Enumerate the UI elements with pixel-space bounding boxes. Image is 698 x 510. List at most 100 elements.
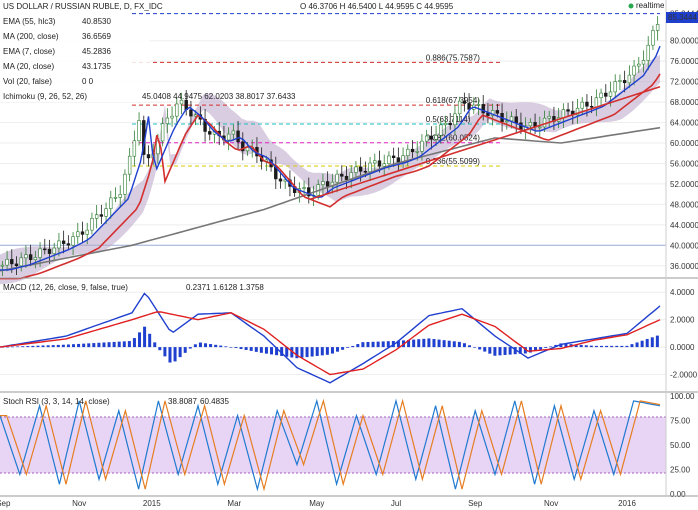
macd-histogram-bar: [31, 345, 35, 348]
ohlc-readout: O 46.3706 H 46.5400 L 44.9595 C 44.9595: [300, 2, 454, 11]
macd-histogram-bar: [346, 347, 350, 348]
macd-histogram-bar: [605, 345, 609, 348]
macd-histogram-bar: [41, 345, 45, 348]
ma20-line: [0, 45, 661, 271]
candle-body: [94, 214, 99, 219]
macd-histogram-bar: [112, 341, 116, 348]
candle-body: [66, 243, 71, 246]
macd-histogram-bar: [645, 339, 649, 348]
macd-histogram-bar: [209, 344, 213, 348]
candle-body: [85, 229, 89, 235]
macd-tick-label: 2.0000: [670, 316, 695, 325]
time-tick-label: Nov: [72, 499, 86, 508]
candle-body: [5, 259, 9, 266]
candle-body: [599, 92, 603, 99]
macd-histogram-bar: [473, 347, 477, 348]
macd-histogram-bar: [579, 344, 583, 348]
macd-histogram-bar: [204, 343, 208, 348]
candle-body: [528, 122, 533, 127]
price-tick-label: 56.0000: [670, 159, 698, 168]
header-legend: US DOLLAR / RUSSIAN RUBLE, D, FX_IDC O 4…: [3, 2, 454, 11]
macd-histogram-bar: [483, 347, 487, 352]
macd-histogram-bar: [21, 346, 25, 348]
legend-label: Ichimoku (9, 26, 52, 26): [3, 92, 87, 101]
candle-body: [453, 113, 457, 126]
macd-histogram-bar: [259, 347, 263, 353]
candle-body: [547, 116, 551, 119]
legend-row-bg: [0, 30, 150, 42]
macd-histogram-bar: [264, 347, 268, 354]
macd-histogram-bar: [589, 345, 593, 348]
fib-level-label: 0.886(75.7587): [426, 53, 481, 62]
candle-body: [109, 197, 113, 209]
candle-body: [514, 116, 518, 124]
stoch-rsi-axis: 100.00 75.00 50.00 25.00 0.00: [670, 392, 695, 499]
macd-histogram-bar: [523, 347, 527, 354]
macd-histogram-bar: [478, 347, 482, 350]
macd-histogram-bar: [574, 344, 578, 348]
time-tick-label: Mar: [227, 499, 241, 508]
candle-body: [589, 105, 594, 108]
candle-body: [104, 208, 108, 217]
candle-body: [415, 151, 419, 153]
macd-histogram-bar: [625, 345, 629, 348]
macd-histogram-bar: [290, 347, 294, 358]
macd-histogram-bar: [244, 347, 248, 350]
time-tick-label: Jul: [391, 499, 401, 508]
macd-histogram-bar: [16, 346, 20, 348]
legend-row-bg: [0, 75, 150, 87]
price-axis: 85.3444 80.0000 76.0000 72.0000 68.0000 64.00…: [670, 9, 698, 270]
price-tick-label: 76.0000: [670, 57, 698, 66]
macd-histogram-bar: [51, 345, 55, 348]
macd-histogram-bar: [534, 347, 538, 351]
macd-histogram-bar: [107, 342, 111, 348]
price-tick-label: 68.0000: [670, 98, 698, 107]
macd-histogram-bar: [361, 342, 365, 348]
candle-body: [340, 173, 344, 177]
macd-histogram-bar: [620, 345, 624, 348]
macd-histogram-bar: [193, 344, 197, 348]
candle-body: [462, 100, 467, 104]
macd-histogram-bar: [508, 347, 512, 355]
candle-body: [241, 141, 245, 152]
candle-body: [618, 80, 622, 82]
macd-histogram-bar: [381, 341, 385, 348]
macd-histogram-bar: [183, 347, 187, 353]
candle-body: [231, 130, 236, 135]
macd-histogram-bar: [254, 347, 258, 352]
macd-histogram-bar: [138, 332, 142, 348]
candle-body: [123, 173, 127, 195]
macd-histogram-bar: [341, 347, 345, 350]
candle-body: [325, 181, 330, 187]
macd-legend: MACD (12, 26, close, 9, false, true): [3, 283, 128, 292]
time-tick-label: Nov: [544, 499, 558, 508]
macd-histogram-bar: [198, 342, 202, 348]
candle-body: [10, 259, 14, 265]
candle-body: [113, 197, 118, 199]
fib-level-label: 0.618(67.3954): [426, 96, 481, 105]
ema55-line: [0, 73, 661, 280]
legend-row-bg: [0, 45, 150, 57]
price-tick-label: 40.0000: [670, 241, 698, 250]
macd-histogram-bar: [305, 347, 309, 358]
macd-histogram-bar: [447, 340, 451, 348]
candle-body: [165, 117, 170, 124]
macd-pane: 4.0000 2.0000 0.0000 -2.0000: [0, 288, 698, 384]
macd-histogram-bar: [503, 347, 507, 355]
moving-average-lines: [0, 45, 661, 280]
legend-value: 43.1735: [82, 62, 111, 71]
macd-histogram-bar: [61, 344, 65, 348]
candle-body: [71, 236, 75, 246]
macd-histogram-bar: [229, 347, 233, 348]
candle-body: [505, 120, 509, 123]
candle-body: [646, 44, 650, 61]
candle-body: [575, 107, 580, 116]
macd-histogram-bar: [528, 347, 532, 353]
macd-histogram-bar: [36, 345, 40, 348]
candle-body: [373, 160, 377, 164]
macd-histogram-bar: [498, 347, 502, 356]
macd-histogram-bar: [249, 347, 253, 351]
macd-histogram-bar: [97, 342, 101, 348]
candle-body: [439, 124, 443, 136]
ichimoku-cloud: [0, 54, 660, 285]
